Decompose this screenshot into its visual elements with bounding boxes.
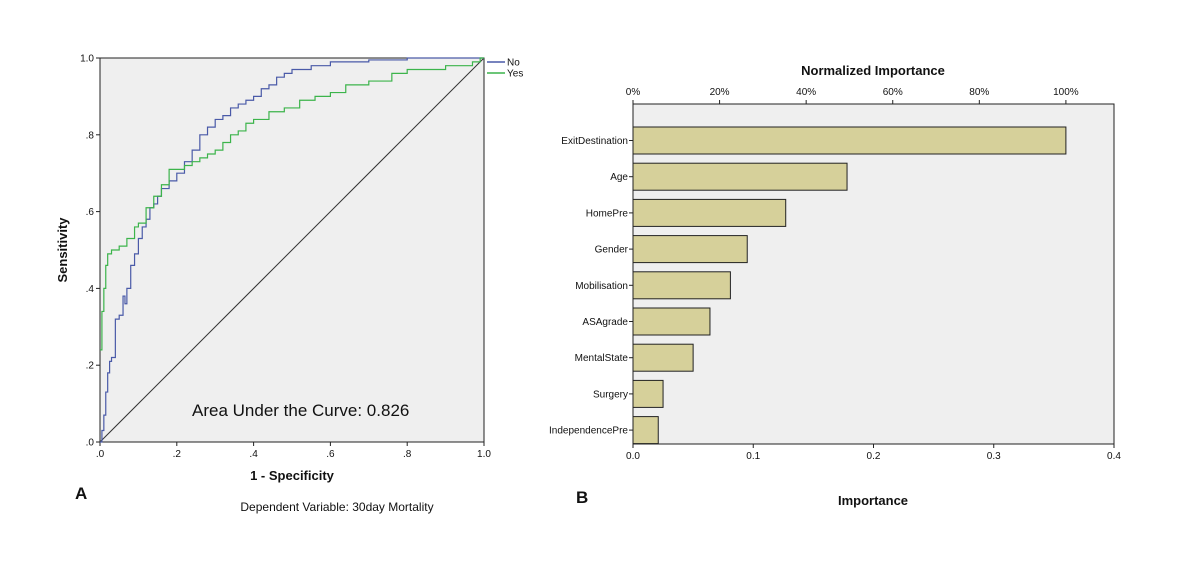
importance-top-tick-label: 80% [969, 87, 989, 98]
importance-x-tick-label: 0.1 [746, 451, 760, 462]
importance-bar [632, 343, 694, 372]
importance-bars: ExitDestination Age HomePre Gender Mobilisat… [549, 126, 1067, 445]
importance-top-ticks: 0% 20% 40% 60% 80% 100% [626, 87, 1079, 104]
importance-bar [632, 235, 748, 264]
dependent-variable-note: Dependent Variable: 30day Mortality [240, 500, 433, 514]
auc-annotation: Area Under the Curve: 0.826 [192, 401, 409, 420]
panel-b-letter: B [576, 488, 588, 507]
roc-series [100, 57, 484, 443]
importance-x-ticks: 0.0 0.1 0.2 0.3 0.4 [626, 444, 1121, 462]
roc-x-tick-label: .4 [249, 449, 258, 460]
legend-label-no: No [507, 58, 520, 69]
importance-top-tick-label: 0% [626, 87, 641, 98]
importance-bar [632, 162, 848, 191]
importance-category-label: IndependencePre [549, 426, 628, 437]
importance-bar [632, 126, 1067, 155]
importance-category-label: ASAgrade [582, 317, 628, 328]
roc-x-ticks: .0 .2 .4 .6 .8 1.0 [96, 442, 491, 460]
importance-category-label: MentalState [575, 353, 629, 364]
importance-bar [632, 379, 664, 408]
importance-top-tick-label: 40% [796, 87, 816, 98]
panel-a-letter: A [75, 484, 87, 503]
roc-y-tick-label: .6 [86, 207, 95, 218]
legend-label-yes: Yes [507, 69, 523, 80]
roc-x-tick-label: .2 [173, 449, 182, 460]
importance-chart: Normalized Importance 0% 20% 40% 60% 80% 100%… [549, 63, 1121, 508]
importance-category-label: Age [610, 172, 628, 183]
roc-x-tick-label: .8 [403, 449, 412, 460]
importance-x-tick-label: 0.3 [987, 451, 1001, 462]
importance-bar [632, 198, 787, 227]
roc-x-tick-label: .0 [96, 449, 105, 460]
roc-y-ticks: .0 .2 .4 .6 .8 1.0 [80, 54, 100, 449]
importance-top-tick-label: 20% [710, 87, 730, 98]
importance-bar [632, 271, 731, 300]
importance-x-tick-label: 0.2 [867, 451, 881, 462]
roc-y-tick-label: .8 [86, 130, 95, 141]
roc-x-tick-label: 1.0 [477, 449, 491, 460]
importance-x-tick-label: 0.4 [1107, 451, 1121, 462]
importance-category-label: ExitDestination [561, 136, 628, 147]
importance-bar [632, 307, 711, 336]
roc-y-tick-label: .2 [86, 361, 95, 372]
importance-x-axis-title: Importance [838, 493, 908, 508]
importance-category-label: Gender [595, 245, 629, 256]
importance-top-axis-title: Normalized Importance [801, 63, 945, 78]
roc-line-yes [100, 57, 484, 351]
roc-y-tick-label: .4 [86, 284, 95, 295]
importance-top-tick-label: 60% [883, 87, 903, 98]
roc-y-axis-title: Sensitivity [55, 217, 70, 283]
importance-category-label: Mobilisation [575, 281, 628, 292]
roc-x-axis-title: 1 - Specificity [250, 468, 335, 483]
roc-y-tick-label: .0 [86, 438, 95, 449]
importance-top-tick-label: 100% [1053, 87, 1079, 98]
importance-bar [632, 416, 659, 445]
importance-x-tick-label: 0.0 [626, 451, 640, 462]
roc-chart: .0 .2 .4 .6 .8 1.0 .0 .2 .4 .6 .8 1.0 Area Under t… [55, 54, 523, 515]
roc-y-tick-label: 1.0 [80, 54, 94, 65]
importance-category-label: HomePre [586, 208, 629, 219]
roc-reference-line [99, 57, 485, 443]
roc-x-tick-label: .6 [326, 449, 335, 460]
importance-category-label: Surgery [593, 389, 628, 400]
